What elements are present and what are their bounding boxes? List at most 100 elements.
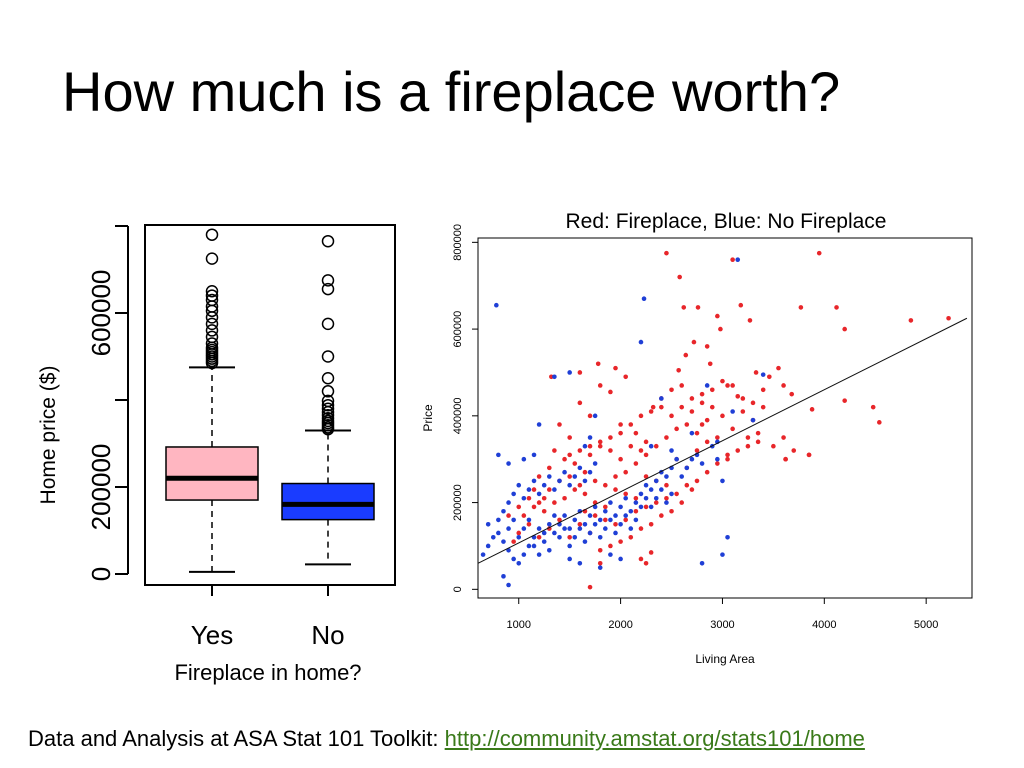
fireplace-point — [683, 352, 689, 358]
fireplace-point — [506, 513, 511, 518]
fireplace-point — [659, 404, 664, 410]
fireplace-point — [834, 305, 839, 310]
no-fireplace-point — [587, 469, 593, 475]
fireplace-point — [603, 482, 608, 488]
fireplace-point — [577, 400, 583, 406]
no-fireplace-point — [659, 487, 664, 492]
no-fireplace-point — [552, 487, 557, 492]
fireplace-point — [684, 422, 690, 427]
fireplace-point — [760, 404, 766, 410]
fireplace-point — [546, 465, 552, 471]
no-fireplace-point — [618, 556, 623, 562]
fireplace-point — [628, 422, 634, 427]
no-fireplace-point — [592, 461, 598, 466]
fireplace-point — [557, 422, 562, 427]
fireplace-point — [511, 539, 516, 544]
fireplace-point — [577, 482, 583, 488]
no-fireplace-point — [494, 302, 499, 308]
no-fireplace-point — [572, 517, 578, 523]
fireplace-point — [623, 517, 628, 523]
fireplace-point — [608, 448, 613, 453]
box-outlier — [205, 330, 219, 344]
no-fireplace-point — [628, 508, 634, 514]
no-fireplace-point — [541, 530, 547, 536]
no-fireplace-point — [485, 543, 491, 549]
no-fireplace-point — [546, 547, 552, 553]
source-link[interactable]: http://community.amstat.org/stats101/hom… — [444, 726, 865, 751]
fireplace-point — [648, 521, 654, 527]
boxplot-xlabel: Fireplace in home? — [174, 660, 361, 685]
fireplace-point — [597, 443, 603, 449]
no-fireplace-point — [715, 456, 720, 462]
fireplace-point — [664, 435, 669, 440]
boxplot-ylabel: Home price ($) — [37, 366, 60, 505]
fireplace-point — [643, 452, 649, 458]
fireplace-point — [725, 452, 730, 458]
box-outlier — [205, 252, 219, 265]
no-fireplace-point — [521, 552, 527, 557]
fireplace-point — [653, 500, 659, 505]
scatter-ytick-label: 600000 — [452, 311, 464, 348]
no-fireplace-point — [699, 561, 705, 566]
boxplot-chart: 0 200000 600000 Yes No Home price ($) Firep… — [37, 224, 396, 685]
fireplace-point — [789, 391, 795, 397]
no-fireplace-point — [546, 474, 552, 479]
fireplace-point — [613, 521, 618, 527]
fireplace-point — [738, 302, 744, 308]
fireplace-point — [816, 250, 822, 256]
fireplace-point — [735, 448, 741, 453]
no-fireplace-point — [648, 443, 654, 449]
no-fireplace-point — [582, 521, 588, 527]
no-fireplace-point — [496, 452, 501, 458]
no-fireplace-point — [506, 500, 511, 505]
fireplace-point — [562, 495, 567, 501]
no-fireplace-point — [531, 543, 537, 549]
fireplace-point — [643, 504, 649, 510]
fireplace-point — [715, 435, 720, 440]
no-fireplace-point — [592, 504, 598, 510]
fireplace-point — [643, 561, 649, 566]
fireplace-point — [695, 305, 701, 310]
fireplace-point — [745, 443, 751, 449]
no-fireplace-point — [552, 530, 557, 536]
fireplace-point — [677, 274, 682, 280]
no-fireplace-point — [603, 526, 608, 531]
no-fireplace-point — [689, 456, 695, 462]
no-fireplace-point — [618, 504, 623, 510]
scatter-xlabel: Living Area — [695, 652, 755, 666]
fireplace-point — [691, 339, 697, 345]
fireplace-point — [730, 426, 735, 432]
box-outlier — [321, 234, 335, 248]
fireplace-point — [694, 448, 700, 453]
fireplace-point — [870, 404, 876, 410]
fireplace-point — [536, 500, 542, 505]
fireplace-point — [798, 305, 804, 310]
no-fireplace-point — [511, 556, 516, 562]
fireplace-point — [842, 398, 847, 403]
no-fireplace-point — [521, 495, 527, 501]
fireplace-point — [908, 318, 914, 323]
fireplace-point — [725, 383, 730, 388]
no-fireplace-point — [653, 478, 659, 484]
fireplace-point — [760, 387, 766, 393]
fireplace-point — [577, 448, 583, 453]
no-fireplace-point — [506, 582, 511, 588]
source-note: Data and Analysis at ASA Stat 101 Toolki… — [28, 726, 865, 752]
fireplace-point — [633, 495, 639, 501]
fireplace-point — [648, 409, 654, 414]
no-fireplace-point — [648, 487, 654, 492]
fireplace-point — [526, 521, 532, 527]
box-outlier — [321, 372, 335, 385]
no-fireplace-point — [592, 521, 598, 527]
fireplace-point — [791, 448, 797, 453]
no-fireplace-point — [501, 508, 506, 514]
no-fireplace-point — [648, 504, 654, 510]
fireplace-point — [633, 461, 639, 466]
no-fireplace-point — [552, 374, 557, 380]
fireplace-point — [618, 456, 623, 462]
no-fireplace-point — [618, 521, 623, 527]
fireplace-point — [618, 430, 623, 436]
fireplace-point — [699, 391, 705, 397]
no-fireplace-point — [506, 547, 511, 553]
fireplace-point — [718, 326, 723, 332]
